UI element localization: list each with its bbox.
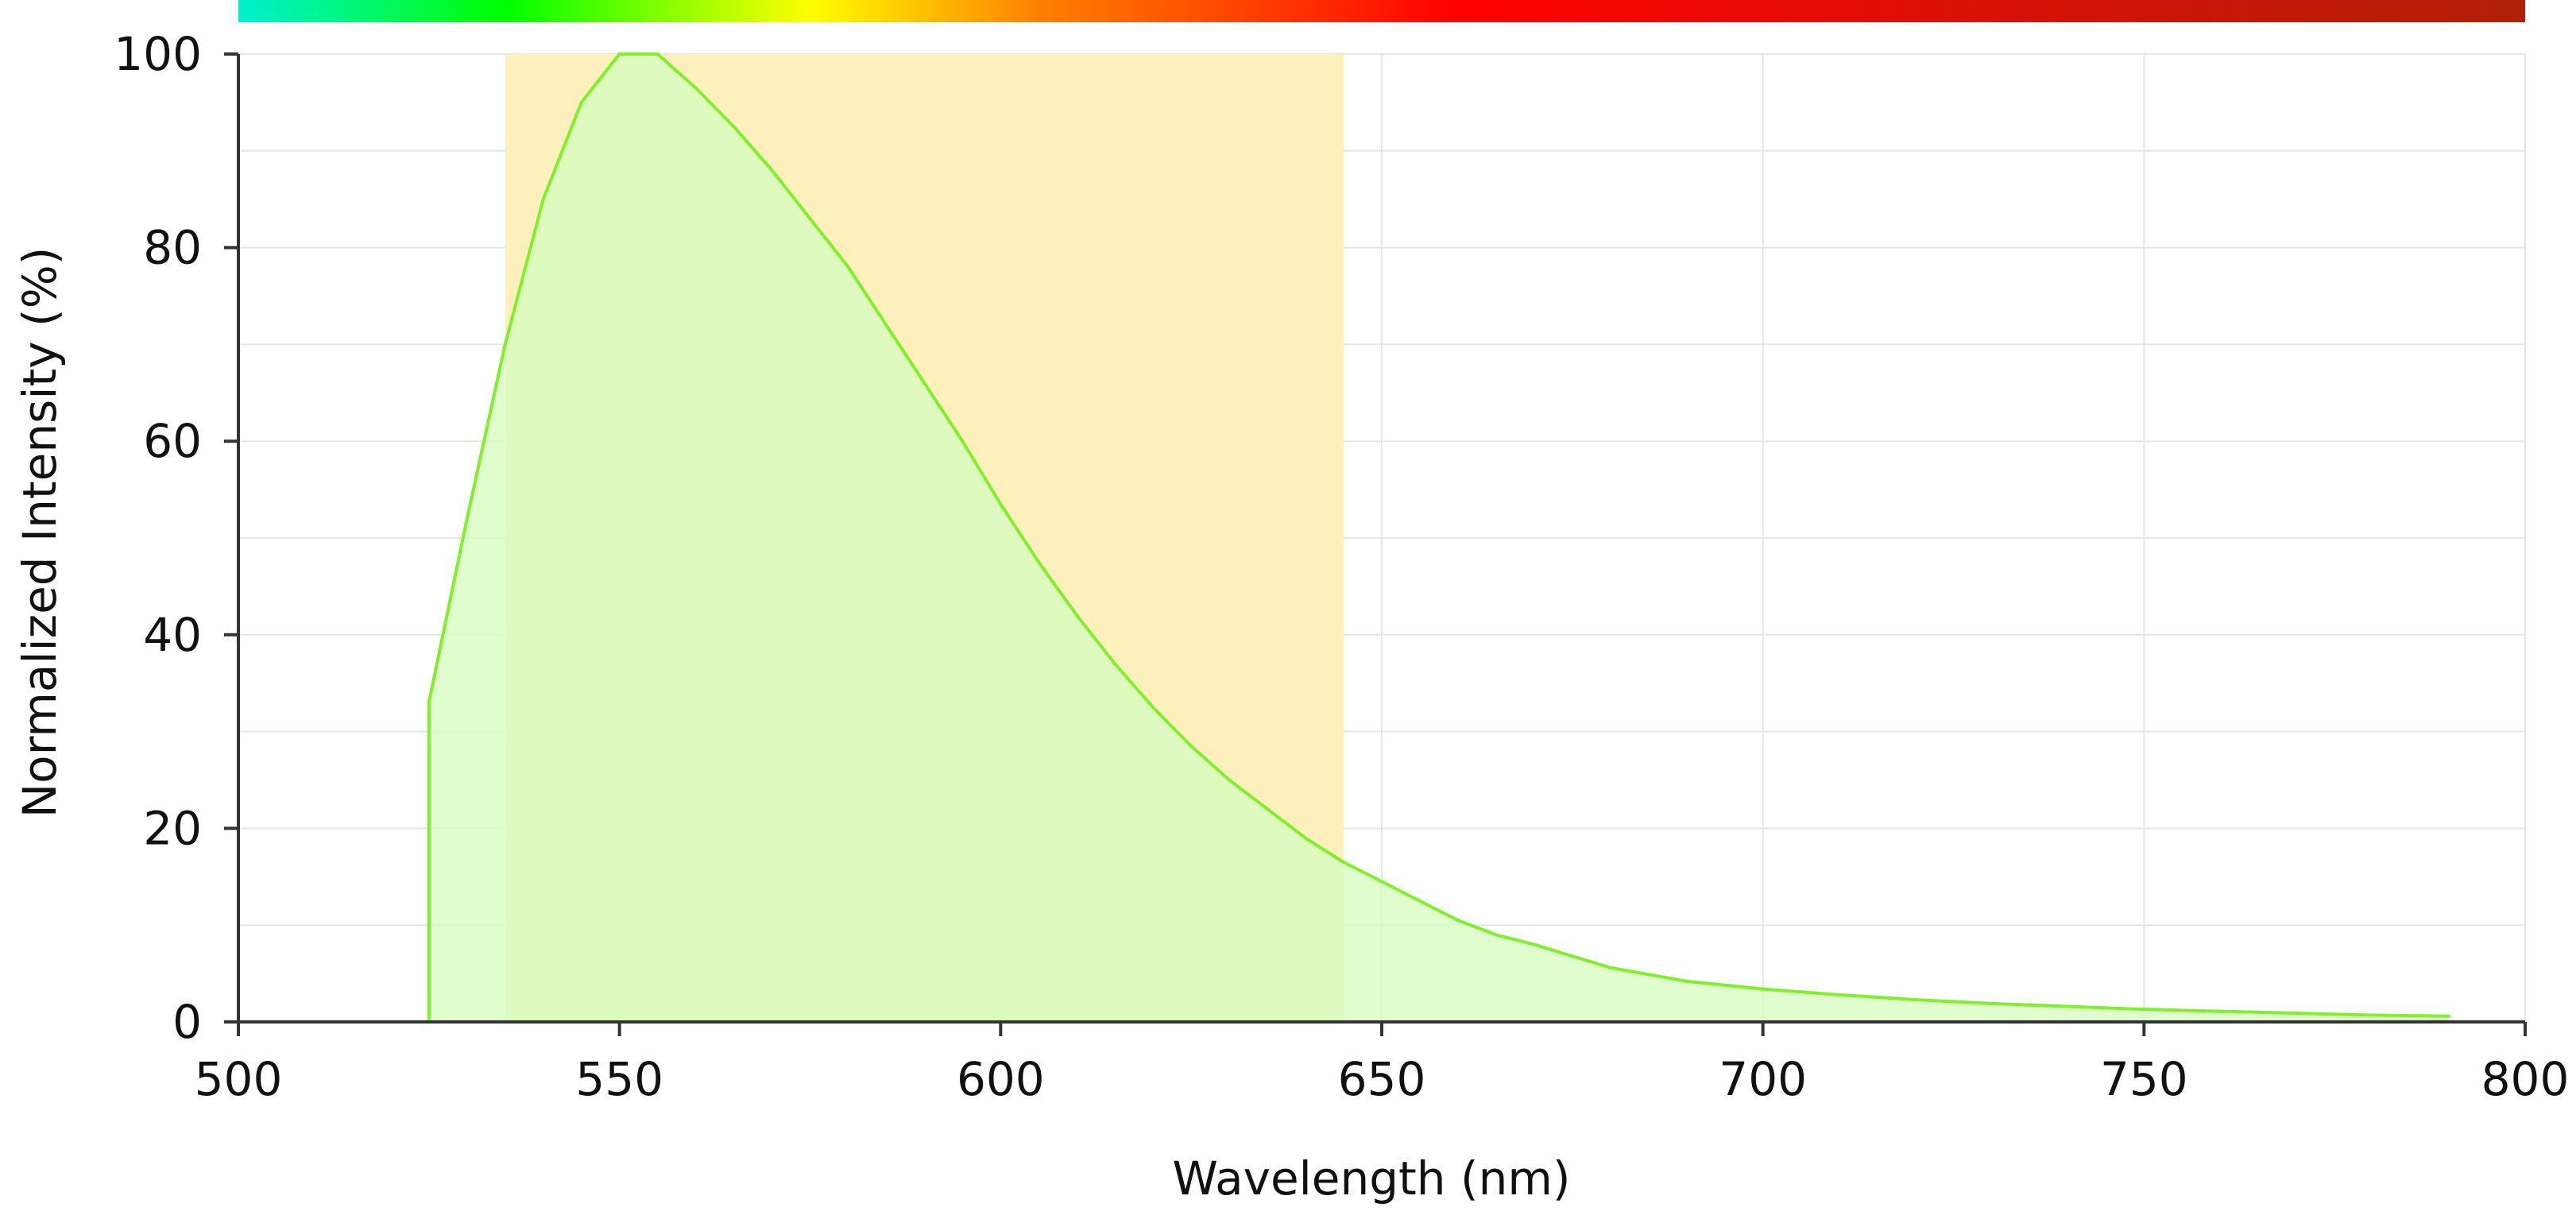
data-point — [733, 125, 736, 128]
data-point — [694, 87, 698, 90]
data-point — [618, 52, 621, 56]
y-tick-label: 0 — [172, 995, 202, 1049]
data-point — [1151, 706, 1155, 709]
x-tick-label: 500 — [195, 1052, 283, 1106]
data-point — [2218, 1010, 2222, 1013]
y-tick-label: 100 — [114, 27, 202, 81]
x-tick-label: 700 — [1719, 1052, 1807, 1106]
data-point — [1266, 807, 1269, 811]
data-point — [1990, 1002, 1993, 1005]
data-point — [1189, 745, 1193, 748]
data-point — [1113, 662, 1116, 665]
data-point — [1456, 919, 1460, 922]
x-tick-label: 800 — [2481, 1052, 2570, 1106]
y-tick-label: 40 — [143, 608, 202, 662]
x-tick-label: 600 — [957, 1052, 1045, 1106]
data-point — [427, 701, 431, 704]
data-point — [1037, 560, 1040, 563]
spectrum-color-bar — [238, 0, 2525, 22]
data-point — [1914, 998, 1917, 1001]
data-point — [1342, 861, 1345, 864]
data-point — [1075, 613, 1078, 617]
data-point — [2066, 1005, 2069, 1008]
data-point — [1685, 980, 1688, 983]
data-point — [1838, 993, 1841, 996]
data-point — [2295, 1012, 2298, 1015]
y-axis-title: Normalized Intensity (%) — [13, 247, 67, 818]
data-point — [656, 52, 659, 56]
data-point — [1228, 779, 1231, 782]
data-point — [2142, 1008, 2145, 1011]
y-tick-label: 60 — [143, 414, 202, 468]
data-point — [999, 502, 1002, 505]
data-point — [1380, 880, 1383, 883]
data-point — [922, 381, 926, 385]
data-point — [580, 101, 583, 104]
data-point — [542, 198, 545, 201]
x-tick-label: 750 — [2100, 1052, 2188, 1106]
data-point — [884, 323, 888, 327]
data-point — [771, 168, 774, 172]
y-tick-label: 80 — [143, 221, 202, 275]
data-point — [1609, 966, 1612, 969]
data-point — [846, 265, 849, 269]
data-point — [809, 217, 812, 220]
x-tick-label: 550 — [575, 1052, 663, 1106]
data-point — [2371, 1013, 2374, 1016]
x-axis-title: Wavelength (nm) — [1172, 1151, 1570, 1205]
data-point — [1418, 900, 1421, 903]
data-point — [504, 342, 507, 346]
x-tick-label: 650 — [1338, 1052, 1426, 1106]
data-point — [466, 517, 469, 520]
data-point — [1304, 837, 1307, 840]
data-point — [961, 439, 964, 443]
data-point — [1495, 933, 1498, 936]
data-point — [2447, 1015, 2450, 1018]
y-tick-label: 20 — [143, 801, 202, 855]
data-point — [1762, 988, 1765, 991]
data-point — [1533, 943, 1536, 946]
